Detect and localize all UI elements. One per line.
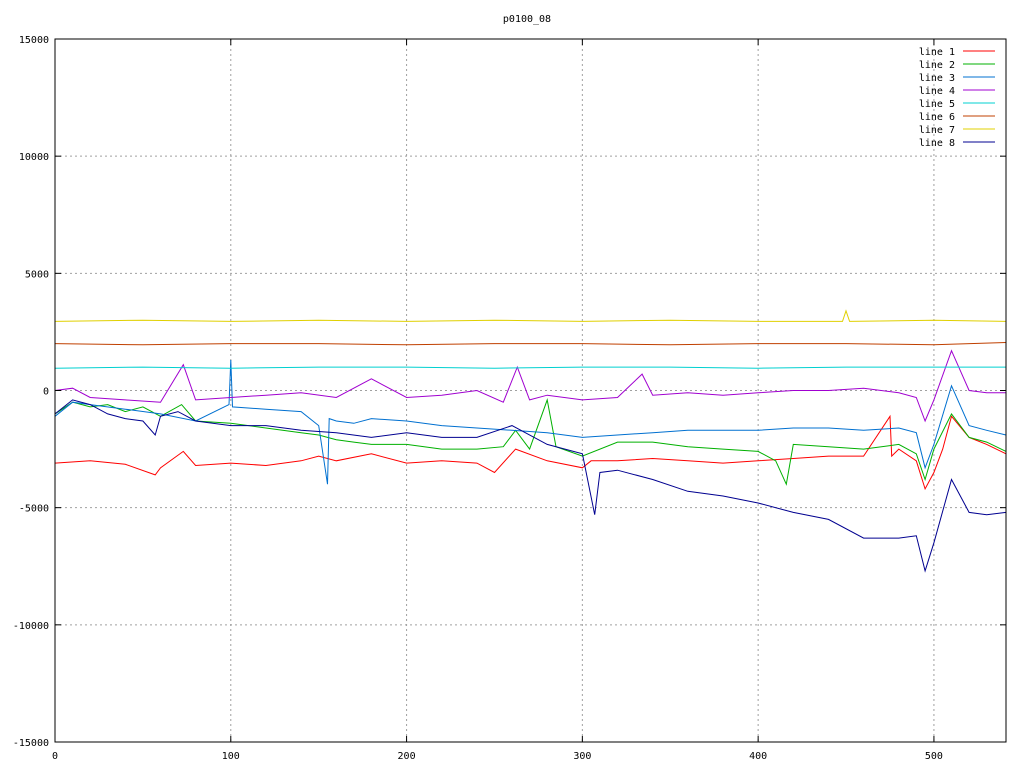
series-layer — [54, 309, 1007, 573]
series-line-2 — [54, 397, 1007, 486]
legend-label: line 6 — [919, 112, 955, 123]
y-tick-label: 10000 — [19, 152, 49, 163]
legend-label: line 3 — [919, 73, 955, 84]
y-tick-label: 15000 — [19, 35, 49, 46]
y-tick-label: -10000 — [13, 621, 49, 632]
series-line-4 — [54, 349, 1006, 423]
x-tick-label: 400 — [749, 751, 767, 762]
y-tick-label: 5000 — [25, 269, 49, 280]
x-tick-label: 100 — [222, 751, 240, 762]
series-line-6 — [54, 342, 1007, 346]
legend-label: line 5 — [919, 99, 955, 110]
series-line-3 — [54, 359, 1007, 485]
series-line-1 — [54, 414, 1007, 491]
legend-label: line 1 — [919, 47, 955, 58]
y-tick-label: -5000 — [19, 504, 49, 515]
series-line-8 — [54, 399, 1007, 573]
chart-title: p0100_08 — [503, 14, 551, 25]
x-tick-label: 500 — [925, 751, 943, 762]
series-line-5 — [54, 366, 1006, 369]
x-tick-label: 200 — [398, 751, 416, 762]
grid-lines — [55, 39, 1006, 742]
legend: line 1 line 2 line 3 line 4 line 5 line 6 line… — [919, 47, 995, 149]
x-tick-label: 300 — [573, 751, 591, 762]
series-line-7 — [54, 309, 1007, 322]
axis-ticks: 0 100 200 300 400 500 -15000 -10000 -5000 0 5000 10… — [13, 35, 1006, 762]
y-tick-label: -15000 — [13, 738, 49, 749]
legend-label: line 2 — [919, 60, 955, 71]
legend-label: line 7 — [919, 125, 955, 136]
legend-label: line 4 — [919, 86, 955, 97]
legend-label: line 8 — [919, 138, 955, 149]
y-tick-label: 0 — [43, 387, 49, 398]
x-tick-label: 0 — [52, 751, 58, 762]
